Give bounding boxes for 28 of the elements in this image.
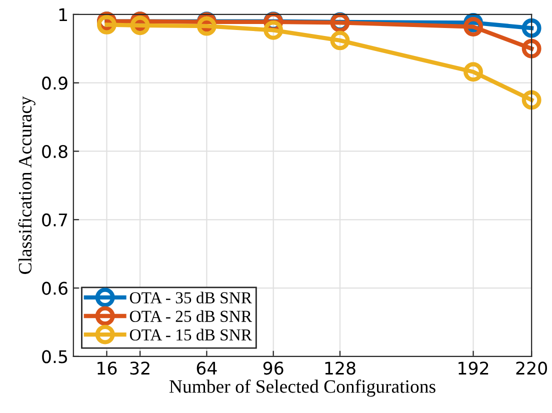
legend-label: OTA - 35 dB SNR [130, 292, 252, 304]
y-tick-label: 0.5 [42, 350, 68, 364]
x-tick-label: 128 [325, 362, 356, 375]
point [97, 14, 116, 34]
y-tick-label: 0.6 [42, 282, 68, 295]
point [330, 30, 350, 50]
point [522, 90, 542, 110]
y-tick-label: 1 [59, 8, 67, 22]
y-axis-title: Classification Accuracy [18, 96, 36, 274]
x-tick-label: 16 [98, 362, 117, 375]
point [196, 16, 216, 36]
point [464, 17, 483, 36]
x-tick-label: 32 [130, 362, 150, 375]
y-tick-label: 0.9 [42, 76, 68, 90]
x-tick-label: 64 [196, 362, 217, 375]
point [464, 62, 483, 82]
point [264, 20, 284, 40]
point [522, 18, 542, 38]
x-tick-label: 220 [516, 362, 547, 375]
y-tick-label: 0.7 [42, 213, 68, 226]
legend-label: OTA - 25 dB SNR [130, 310, 252, 322]
point [130, 16, 150, 36]
x-tick-label: 192 [458, 362, 488, 375]
y-tick-label: 0.8 [42, 144, 68, 158]
x-tick-label: 96 [263, 362, 284, 375]
x-axis-title: Number of Selected Configurations [169, 379, 436, 397]
legend-label: OTA - 15 dB SNR [130, 328, 252, 341]
point [522, 38, 542, 58]
